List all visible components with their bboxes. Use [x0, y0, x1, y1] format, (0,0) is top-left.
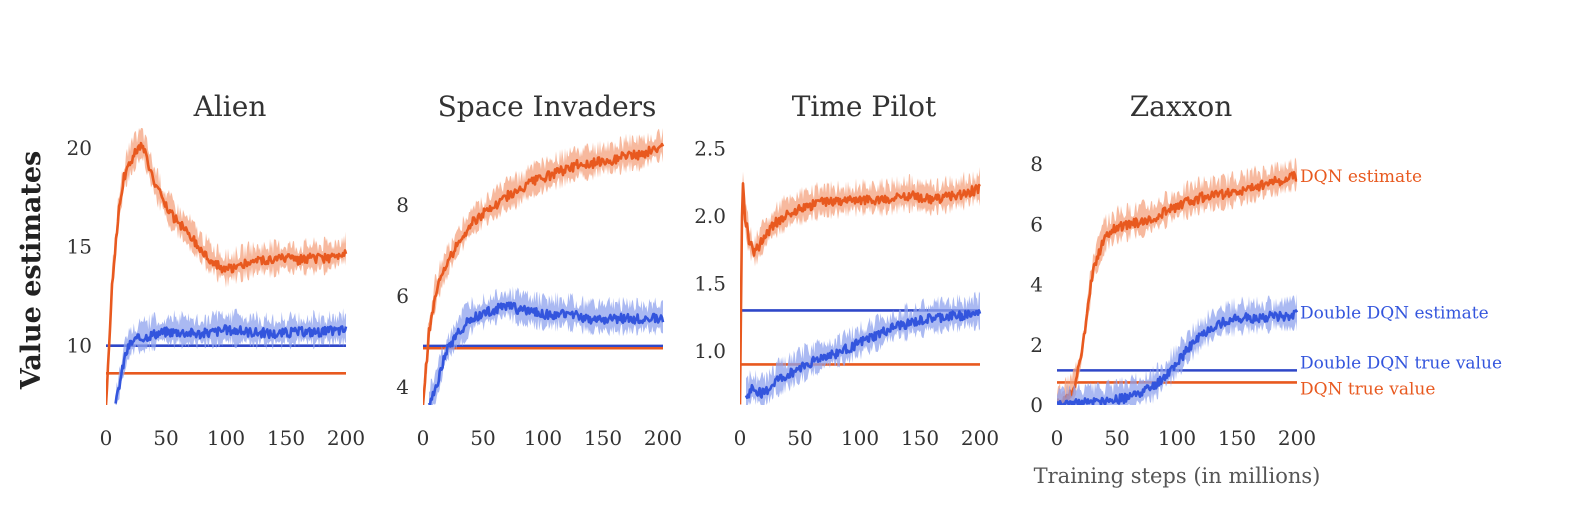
x-tick-label: 100 — [524, 426, 562, 450]
y-tick-label: 1.0 — [694, 339, 726, 363]
x-tick-label: 150 — [1218, 426, 1256, 450]
plot-area — [740, 167, 982, 405]
y-tick-label: 6 — [1030, 212, 1043, 236]
dqn-estimate-line — [423, 142, 665, 405]
y-tick-label: 2 — [1030, 333, 1043, 357]
y-tick-label: 10 — [67, 334, 92, 358]
x-tick-label: 100 — [207, 426, 245, 450]
x-tick-label: 100 — [841, 426, 879, 450]
x-tick-label: 200 — [1278, 426, 1316, 450]
x-tick-label: 200 — [327, 426, 365, 450]
panel-title: Alien — [193, 90, 267, 123]
y-tick-label: 2.5 — [694, 136, 726, 160]
y-tick-label: 0 — [1030, 393, 1043, 417]
y-tick-label: 1.5 — [694, 271, 726, 295]
y-tick-label: 2.0 — [694, 204, 726, 228]
x-tick-label: 100 — [1158, 426, 1196, 450]
legend-dqn-estimate: DQN estimate — [1300, 167, 1422, 187]
x-tick-label: 0 — [417, 426, 430, 450]
legend-double-estimate: Double DQN estimate — [1300, 304, 1489, 324]
legend-double-true: Double DQN true value — [1300, 353, 1502, 373]
y-tick-label: 20 — [67, 136, 92, 160]
x-tick-label: 0 — [734, 426, 747, 450]
x-tick-label: 50 — [1104, 426, 1129, 450]
y-tick-label: 8 — [396, 193, 409, 217]
x-tick-label: 50 — [153, 426, 178, 450]
double-estimate-band — [746, 291, 980, 405]
dqn-estimate-line — [106, 141, 348, 405]
double-estimate-line — [114, 324, 348, 404]
x-tick-label: 0 — [1051, 426, 1064, 450]
panel-4: Zaxxon 0 50 100 150 200 0 2 4 6 8 — [1030, 90, 1316, 450]
legend: DQN estimate Double DQN estimate Double DQ… — [1300, 167, 1502, 399]
panel-1: Alien 0 50 100 150 200 10 15 20 — [67, 90, 366, 450]
y-tick-label: 8 — [1030, 152, 1043, 176]
panel-title: Space Invaders — [438, 90, 657, 123]
double-estimate-band — [429, 286, 663, 405]
panel-title: Time Pilot — [792, 90, 937, 123]
x-tick-label: 50 — [470, 426, 495, 450]
dqn-estimate-line — [740, 182, 981, 405]
dqn-estimate-band — [423, 128, 663, 405]
x-tick-label: 50 — [787, 426, 812, 450]
x-axis-label: Training steps (in millions) — [1034, 464, 1321, 488]
dqn-estimate-band — [740, 167, 980, 405]
plot-area — [106, 128, 348, 405]
dqn-estimate-line — [1057, 171, 1298, 405]
y-tick-label: 6 — [396, 284, 409, 308]
x-tick-label: 200 — [644, 426, 682, 450]
x-tick-label: 150 — [901, 426, 939, 450]
legend-dqn-true: DQN true value — [1300, 379, 1435, 399]
double-estimate-band — [115, 308, 346, 405]
double-estimate-line — [427, 301, 665, 405]
panel-3: Time Pilot 0 50 100 150 200 1.0 1.5 2.0 2.5 — [694, 90, 999, 450]
panel-2: Space Invaders 0 50 100 150 200 4 6 8 — [396, 90, 682, 450]
dqn-estimate-band — [1057, 157, 1297, 405]
plot-area — [1057, 157, 1299, 405]
x-tick-label: 150 — [584, 426, 622, 450]
x-tick-label: 200 — [961, 426, 999, 450]
y-tick-label: 4 — [1030, 273, 1043, 297]
y-axis-label: Value estimates — [16, 151, 47, 390]
x-tick-label: 150 — [267, 426, 305, 450]
panel-title: Zaxxon — [1130, 90, 1233, 123]
y-tick-label: 15 — [67, 235, 92, 259]
double-estimate-line — [1057, 309, 1299, 405]
x-tick-label: 0 — [100, 426, 113, 450]
double-estimate-band — [1057, 293, 1297, 405]
y-tick-label: 4 — [396, 375, 409, 399]
double-estimate-line — [744, 309, 982, 399]
plot-area — [423, 128, 665, 405]
